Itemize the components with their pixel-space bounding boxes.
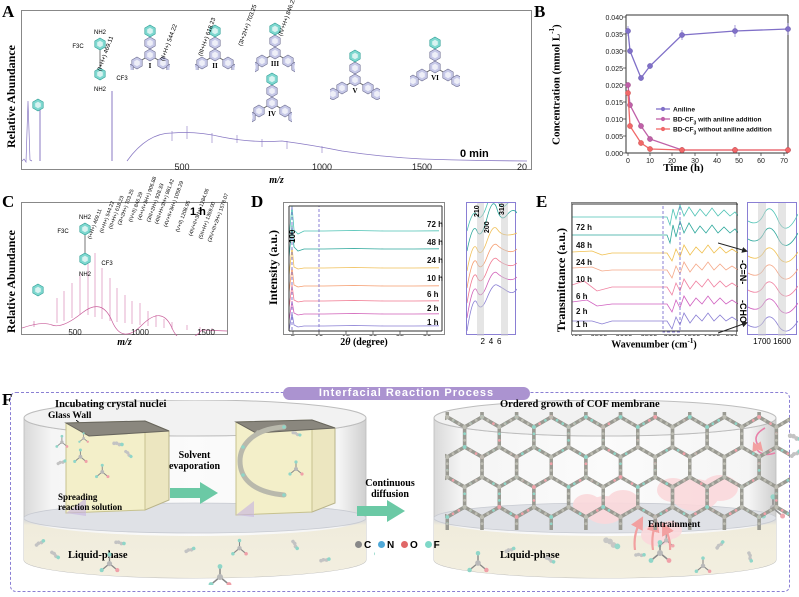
svg-text:0.020: 0.020 <box>605 83 623 90</box>
svg-text:F3C: F3C <box>72 44 84 50</box>
svg-text:1000: 1000 <box>312 162 332 171</box>
svg-text:100: 100 <box>288 229 297 243</box>
svg-text:Aniline: Aniline <box>673 106 695 113</box>
svg-text:I: I <box>149 62 152 70</box>
svg-text:1500: 1500 <box>684 333 701 336</box>
svg-text:IV: IV <box>268 110 276 118</box>
svg-text:24 h: 24 h <box>576 258 592 267</box>
svg-text:2 h: 2 h <box>576 307 588 316</box>
svg-text:3500: 3500 <box>591 333 608 336</box>
svg-text:VI: VI <box>431 74 439 82</box>
svg-text:0.000: 0.000 <box>605 151 623 158</box>
svg-text:72 h: 72 h <box>576 223 592 232</box>
svg-text:NH2: NH2 <box>94 87 107 93</box>
svg-text:NH2: NH2 <box>79 215 92 221</box>
svg-text:F3C: F3C <box>57 229 69 235</box>
svg-text:1500: 1500 <box>197 328 215 336</box>
svg-text:0.040: 0.040 <box>605 15 623 22</box>
svg-text:10 h: 10 h <box>576 275 592 284</box>
svg-text:2500: 2500 <box>641 333 658 336</box>
svg-text:V: V <box>352 87 357 95</box>
svg-text:0.015: 0.015 <box>605 100 623 107</box>
svg-text:0.010: 0.010 <box>605 117 623 124</box>
svg-text:II: II <box>212 62 218 70</box>
svg-text:3000: 3000 <box>616 333 633 336</box>
svg-text:24 h: 24 h <box>427 256 443 265</box>
svg-text:BD-CF3 with aniline addition: BD-CF3 with aniline addition <box>673 116 762 126</box>
svg-text:BD-CF3 without aniline additio: BD-CF3 without aniline addition <box>673 126 772 136</box>
svg-text:20: 20 <box>517 162 527 171</box>
svg-text:0.025: 0.025 <box>605 66 623 73</box>
svg-text:10 h: 10 h <box>427 274 443 283</box>
svg-text:0.005: 0.005 <box>605 134 623 141</box>
svg-text:0.030: 0.030 <box>605 49 623 56</box>
svg-text:4000: 4000 <box>572 333 582 336</box>
svg-text:6 h: 6 h <box>576 292 588 301</box>
svg-text:2 h: 2 h <box>427 304 439 313</box>
svg-text:6 h: 6 h <box>427 290 439 299</box>
svg-text:500: 500 <box>174 162 189 171</box>
svg-text:CF3: CF3 <box>116 76 128 82</box>
svg-text:72 h: 72 h <box>427 220 443 229</box>
svg-text:200: 200 <box>484 221 491 233</box>
svg-text:2000: 2000 <box>664 333 681 336</box>
svg-text:CF3: CF3 <box>101 261 113 267</box>
svg-text:III: III <box>271 60 279 68</box>
svg-text:210: 210 <box>474 205 481 217</box>
svg-text:1500: 1500 <box>412 162 432 171</box>
svg-text:48 h: 48 h <box>427 238 443 247</box>
svg-text:48 h: 48 h <box>576 241 592 250</box>
svg-text:NH2: NH2 <box>79 272 92 278</box>
svg-text:310: 310 <box>499 203 506 215</box>
svg-text:1 h: 1 h <box>576 320 588 329</box>
svg-text:1 h: 1 h <box>427 318 439 327</box>
svg-text:0.035: 0.035 <box>605 32 623 39</box>
svg-text:NH2: NH2 <box>94 30 107 36</box>
svg-text:70: 70 <box>780 158 788 165</box>
svg-text:500: 500 <box>68 328 82 336</box>
svg-text:1000: 1000 <box>131 328 149 336</box>
